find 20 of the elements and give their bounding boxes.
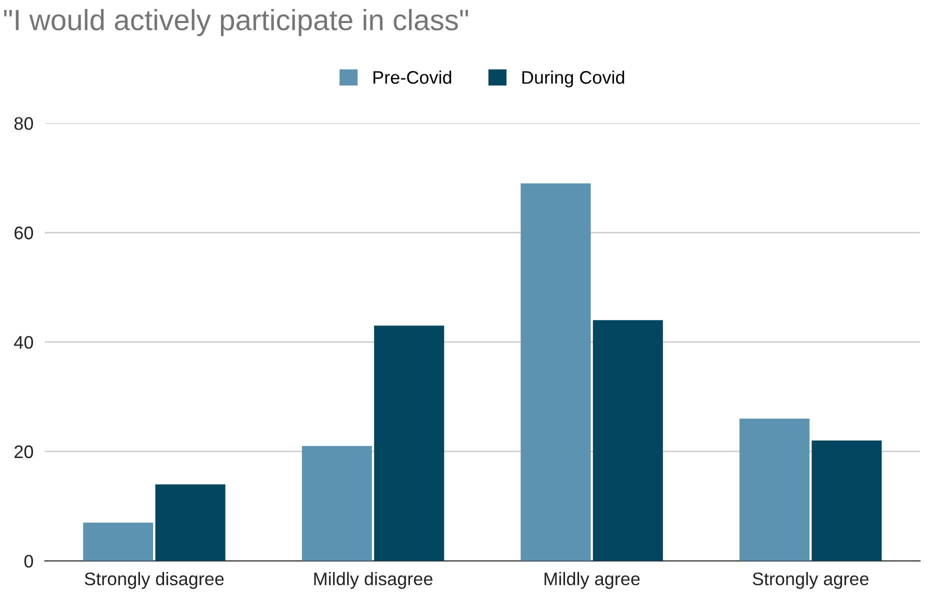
bar <box>374 326 444 561</box>
y-tick-label: 40 <box>14 336 34 349</box>
x-tick-label: Mildly disagree <box>314 572 432 589</box>
legend-label: During Covid <box>522 70 624 88</box>
chart-title: "I would actively participate in class" <box>4 8 468 36</box>
bar <box>739 418 810 561</box>
y-tick-label: 0 <box>24 554 34 568</box>
bar <box>520 183 591 561</box>
legend-label: Pre-Covid <box>374 70 452 84</box>
y-tick-label: 80 <box>14 117 34 130</box>
bar <box>812 440 882 561</box>
y-tick-label: 60 <box>14 226 34 240</box>
x-tick-label: Strongly agree <box>752 572 869 589</box>
x-tick-label: Strongly disagree <box>84 572 224 589</box>
y-tick-label: 20 <box>14 445 34 458</box>
bar <box>592 320 663 561</box>
bar <box>302 446 372 561</box>
bar <box>83 522 154 561</box>
x-tick-label: Mildly agree <box>544 572 640 589</box>
bar <box>155 484 226 561</box>
